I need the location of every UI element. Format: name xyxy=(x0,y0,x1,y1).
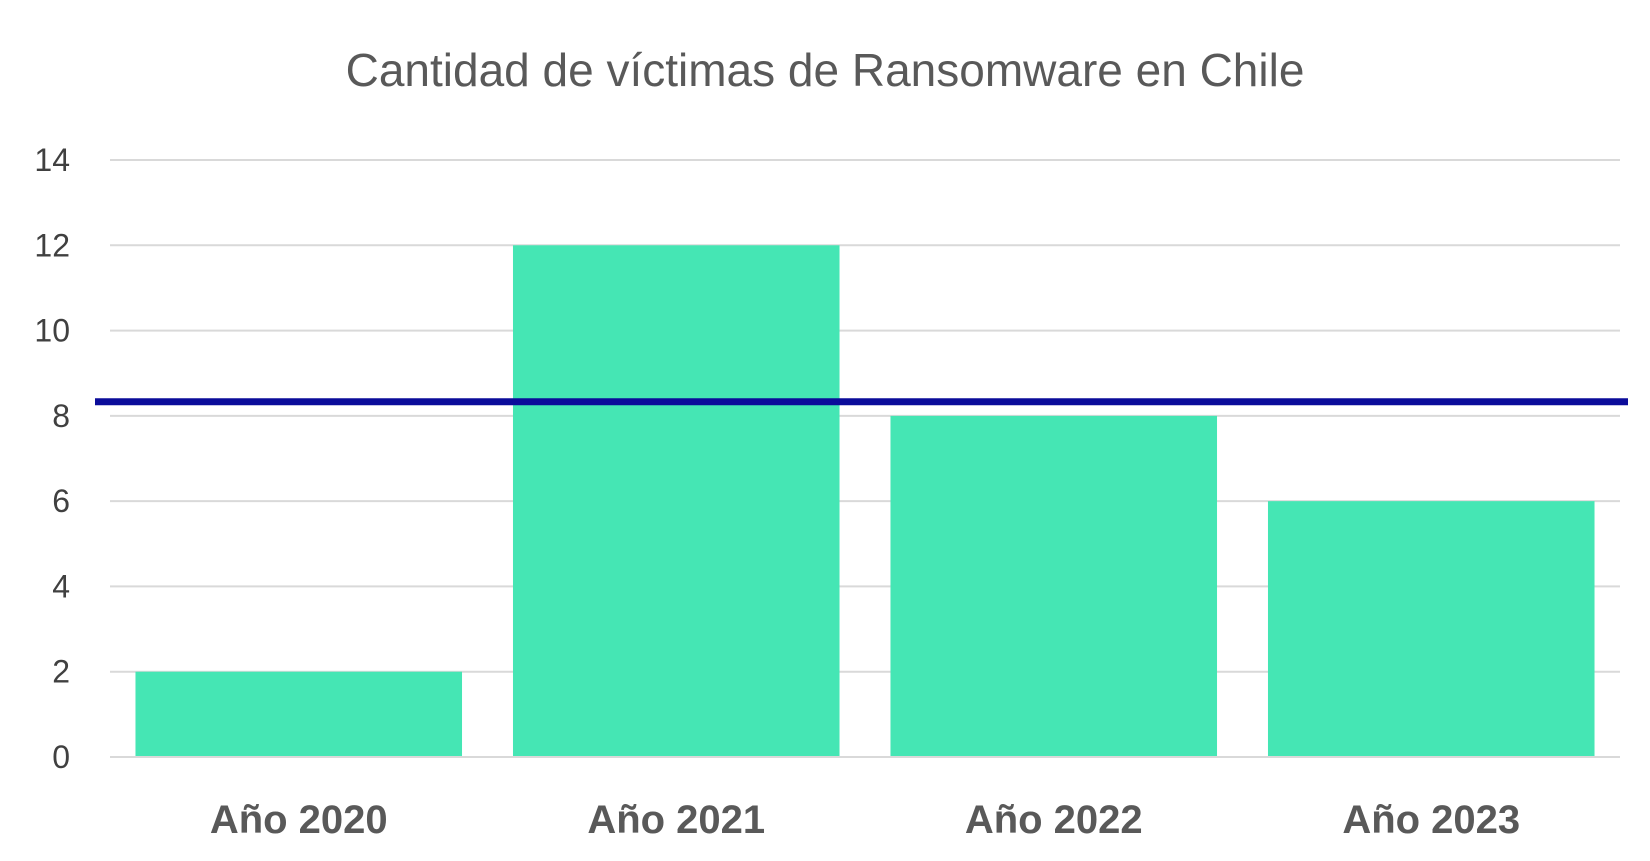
y-tick-label: 14 xyxy=(34,142,70,178)
x-tick-label: Año 2020 xyxy=(210,798,388,842)
bar-año-2022 xyxy=(890,415,1218,756)
y-tick-label: 0 xyxy=(52,739,70,775)
y-tick-label: 4 xyxy=(52,568,70,604)
chart-title: Cantidad de víctimas de Ransomware en Ch… xyxy=(346,44,1305,96)
bars xyxy=(135,245,1595,757)
x-tick-label: Año 2021 xyxy=(587,798,765,842)
y-tick-label: 10 xyxy=(34,313,70,349)
x-tick-label: Año 2022 xyxy=(965,798,1143,842)
x-axis-ticks: Año 2020 Año 2021 Año 2022 Año 2023 xyxy=(210,798,1520,842)
bar-año-2023 xyxy=(1267,501,1595,756)
y-tick-label: 12 xyxy=(34,227,70,263)
y-axis-ticks: 0 2 4 6 8 10 12 14 xyxy=(34,142,70,775)
y-tick-label: 2 xyxy=(52,654,70,690)
bar-año-2021 xyxy=(512,245,840,757)
y-tick-label: 6 xyxy=(52,483,70,519)
bar-año-2020 xyxy=(135,671,463,756)
x-tick-label: Año 2023 xyxy=(1342,798,1520,842)
y-tick-label: 8 xyxy=(52,398,70,434)
